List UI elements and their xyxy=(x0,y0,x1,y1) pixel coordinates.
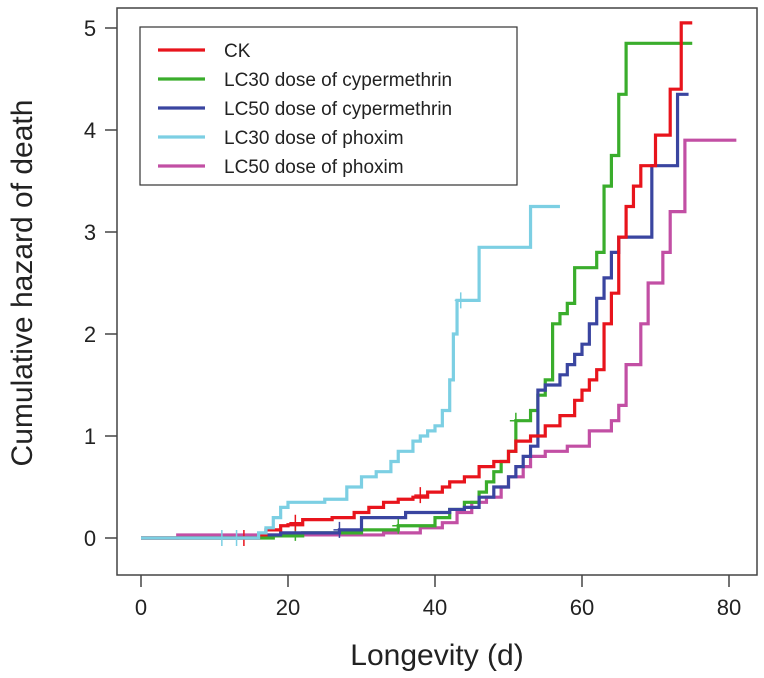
y-tick-label: 1 xyxy=(84,424,96,449)
series-layer xyxy=(141,21,737,546)
series-line-4 xyxy=(141,138,737,540)
plot-frame xyxy=(116,7,758,576)
series-line-1 xyxy=(141,41,693,540)
censor-mark xyxy=(215,530,228,546)
legend-label: LC50 dose of phoxim xyxy=(224,157,404,178)
series-line-3 xyxy=(141,204,560,540)
censor-mark xyxy=(392,517,405,534)
series-line-2 xyxy=(141,92,689,540)
axes-layer: 0 20 40 60 80 0 1 2 3 4 5 xyxy=(84,16,741,620)
y-tick-label: 3 xyxy=(84,220,96,245)
x-tick-label: 0 xyxy=(135,595,147,620)
x-axis-label: Longevity (d) xyxy=(350,639,523,672)
censor-mark xyxy=(414,487,427,504)
y-axis-label: Cumulative hazard of death xyxy=(6,100,39,467)
censor-mark xyxy=(509,412,522,429)
y-tick-label: 0 xyxy=(84,526,96,551)
censor-mark xyxy=(454,292,467,309)
legend-label: CK xyxy=(224,41,251,62)
legend-box xyxy=(139,26,518,186)
x-tick-label: 60 xyxy=(570,595,594,620)
legend-label: LC30 dose of cypermethrin xyxy=(224,70,452,91)
censor-mark xyxy=(230,530,243,546)
y-tick-label: 4 xyxy=(84,118,96,143)
x-tick-label: 20 xyxy=(276,595,300,620)
x-tick-label: 40 xyxy=(423,595,447,620)
legend: CK LC30 dose of cypermethrin LC50 dose of … xyxy=(139,26,518,186)
x-tick-label: 80 xyxy=(717,595,741,620)
series-line-0 xyxy=(141,21,693,540)
legend-label: LC50 dose of cypermethrin xyxy=(224,99,452,120)
censor-mark xyxy=(333,521,346,538)
y-tick-label: 2 xyxy=(84,322,96,347)
y-tick-label: 5 xyxy=(84,16,96,41)
legend-label: LC30 dose of phoxim xyxy=(224,128,404,149)
censor-mark xyxy=(289,514,302,531)
